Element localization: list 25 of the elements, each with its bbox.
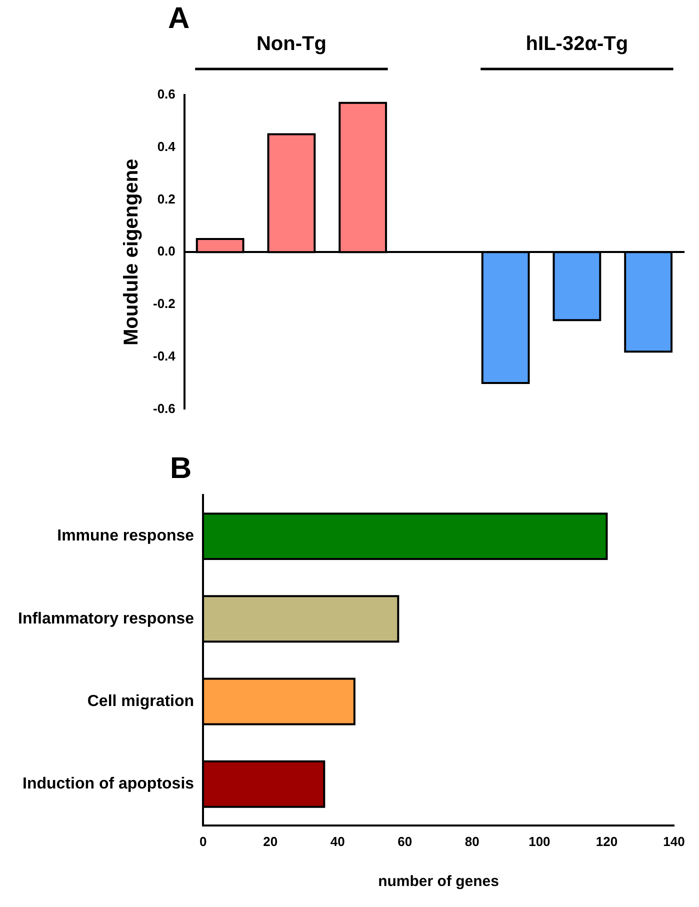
x-axis-title: number of genes	[378, 873, 499, 890]
y-tick-label: Immune response	[57, 528, 194, 545]
x-tick-label: 100	[528, 834, 550, 849]
text: Non-Tg	[256, 33, 326, 55]
y-tick-label: -0.6	[152, 400, 176, 416]
x-tick-label: 20	[263, 834, 278, 849]
y-tick-label: -0.2	[152, 296, 176, 312]
y-tick-label: Inflammatory response	[18, 610, 194, 628]
x-tick-label: 40	[330, 834, 345, 849]
y-tick-label: Cell migration	[87, 692, 194, 710]
chart-title: A	[168, 2, 190, 36]
x-tick-label: 80	[464, 834, 480, 849]
x-tick-label: 0	[199, 834, 207, 849]
y-tick-label: 0.0	[157, 244, 176, 259]
y-axis-title: Moudule eigengene	[120, 158, 143, 346]
x-tick-label: 60	[398, 834, 412, 849]
text: hIL-32α-Tg	[526, 33, 628, 55]
y-tick-label: 0.2	[157, 191, 176, 206]
y-tick-label: -0.4	[152, 348, 176, 364]
y-tick-label: 0.4	[157, 138, 176, 154]
x-tick-label: 140	[663, 834, 685, 849]
x-tick-label: 120	[596, 834, 618, 849]
y-tick-label: Induction of apoptosis	[22, 776, 194, 793]
y-tick-label: 0.6	[157, 86, 176, 102]
chart-title: B	[170, 452, 192, 486]
